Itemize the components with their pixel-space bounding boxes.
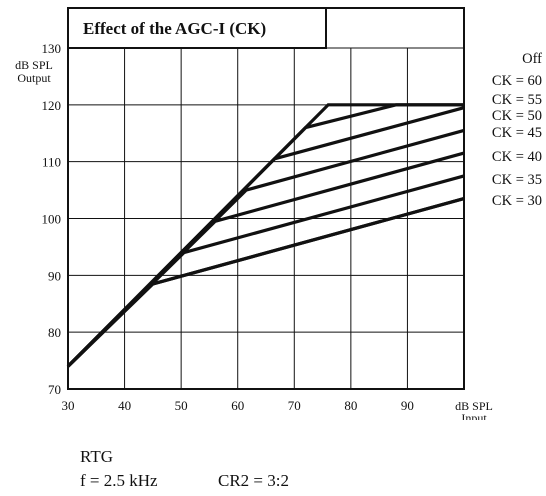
series-label: CK = 60 <box>492 73 542 89</box>
y-tick-label: 130 <box>42 41 62 56</box>
series-label: CK = 55 <box>492 92 542 108</box>
x-tick-label: 80 <box>344 398 357 413</box>
x-tick-label: 30 <box>62 398 75 413</box>
x-tick-label: 50 <box>175 398 188 413</box>
y-tick-label: 120 <box>42 98 62 113</box>
y-axis-label-line1: dB SPL <box>15 58 53 72</box>
x-tick-label: 70 <box>288 398 301 413</box>
x-axis-label-line1: dB SPL <box>455 399 493 413</box>
series-line <box>66 103 464 368</box>
y-tick-label: 90 <box>48 268 61 283</box>
footnote-mode: RTG <box>80 447 113 466</box>
series-label: CK = 50 <box>492 108 542 124</box>
series-line <box>66 174 465 368</box>
y-tick-label: 80 <box>48 325 61 340</box>
x-tick-label: 90 <box>401 398 414 413</box>
agc-chart: Effect of the AGC-I (CK) 30 40 50 60 70 80 90 … <box>15 7 542 420</box>
y-axis-label-line2: Output <box>17 71 51 85</box>
y-axis-ticks: 70 80 90 100 110 120 130 <box>42 41 62 397</box>
y-tick-label: 70 <box>48 382 61 397</box>
series-line <box>66 197 465 368</box>
title-box: Effect of the AGC-I (CK) <box>67 7 327 49</box>
series-label: Off <box>522 51 542 67</box>
footnote-frequency: f = 2.5 kHz <box>80 471 158 490</box>
y-tick-label: 110 <box>42 155 61 170</box>
series-label: CK = 35 <box>492 172 542 188</box>
y-tick-label: 100 <box>42 212 62 227</box>
chart-grid <box>67 47 465 390</box>
footnote-ratio: CR2 = 3:2 <box>218 471 289 490</box>
chart-title: Effect of the AGC-I (CK) <box>83 19 266 38</box>
series-label: CK = 45 <box>492 125 542 141</box>
series-line <box>66 197 465 368</box>
x-tick-label: 60 <box>231 398 244 413</box>
x-axis-ticks: 30 40 50 60 70 80 90 <box>62 398 414 413</box>
series-label: CK = 40 <box>492 149 542 165</box>
series-label: CK = 30 <box>492 193 542 209</box>
series-line <box>66 103 464 368</box>
series-group <box>66 103 465 368</box>
x-axis-label-line2: Input <box>461 411 487 420</box>
x-tick-label: 40 <box>118 398 131 413</box>
